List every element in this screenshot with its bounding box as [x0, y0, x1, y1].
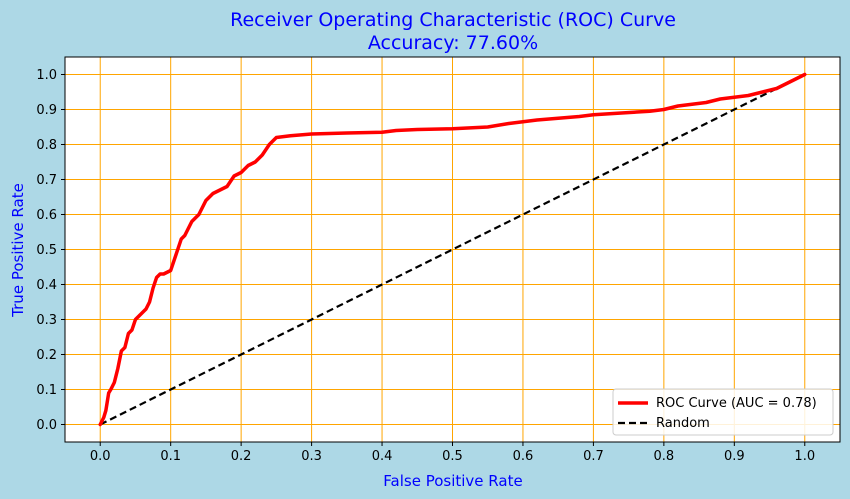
y-tick-label: 0.4 [36, 278, 57, 293]
legend-box [612, 388, 834, 436]
legend-roc-label: ROC Curve (AUC = 0.78) [656, 396, 817, 411]
y-tick-label: 0.2 [36, 348, 57, 363]
chart-title: Receiver Operating Characteristic (ROC) … [230, 9, 676, 31]
roc-curve-line [98, 72, 807, 427]
x-tick-label: 0.0 [90, 449, 111, 464]
y-tick-label: 0.8 [36, 138, 57, 153]
y-tick-label: 0.9 [36, 103, 57, 118]
x-tick-label: 0.5 [442, 449, 463, 464]
y-axis-label: True Positive Rate [9, 183, 27, 318]
y-tick-label: 0.3 [36, 313, 57, 328]
y-tick-label: 0.7 [36, 173, 57, 188]
x-tick-label: 1.0 [794, 449, 815, 464]
grid-lines [65, 57, 840, 442]
x-tick-label: 0.3 [301, 449, 322, 464]
x-tick-label: 0.7 [583, 449, 604, 464]
x-tick-label: 0.9 [724, 449, 745, 464]
y-tick-label: 0.0 [36, 418, 57, 433]
series-layer [98, 72, 807, 427]
y-tick-label: 0.5 [36, 243, 57, 258]
x-tick-label: 0.1 [160, 449, 181, 464]
chart-subtitle: Accuracy: 77.60% [368, 32, 538, 54]
random-baseline-line [99, 73, 806, 426]
x-tick-label: 0.6 [513, 449, 534, 464]
y-tick-label: 0.1 [36, 383, 57, 398]
tick-layer: 0.0 0.1 0.2 0.3 0.4 0.5 0.6 0.7 0.8 0.9 1.0 0.0 0.1 0… [36, 68, 815, 464]
x-tick-label: 0.2 [231, 449, 252, 464]
legend-random-label: Random [656, 416, 710, 431]
x-axis-label: False Positive Rate [383, 472, 522, 490]
y-tick-label: 1.0 [36, 68, 57, 83]
x-tick-label: 0.4 [372, 449, 393, 464]
x-tick-label: 0.8 [654, 449, 675, 464]
y-tick-label: 0.6 [36, 208, 57, 223]
legend: ROC Curve (AUC = 0.78) Random [612, 388, 834, 436]
